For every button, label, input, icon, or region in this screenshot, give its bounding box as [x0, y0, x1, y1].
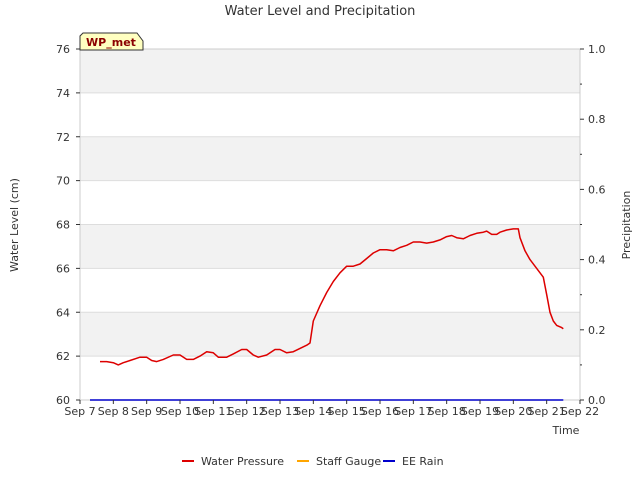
legend-label: Staff Gauge	[316, 455, 381, 468]
grid-band	[80, 312, 580, 357]
right-axis-title: Precipitation	[620, 191, 633, 260]
right-tick-label: 0.8	[588, 113, 606, 126]
x-tick-label: Sep 17	[394, 405, 432, 418]
legend-label: Water Pressure	[201, 455, 284, 468]
left-tick-label: 68	[56, 219, 70, 232]
x-tick-label: Sep 16	[361, 405, 399, 418]
grid-band	[80, 136, 580, 181]
x-tick-label: Sep 7	[64, 405, 95, 418]
left-tick-label: 74	[56, 87, 70, 100]
left-axis-title: Water Level (cm)	[8, 178, 21, 272]
left-tick-label: 60	[56, 394, 70, 407]
left-tick-label: 62	[56, 350, 70, 363]
x-tick-label: Sep 15	[328, 405, 366, 418]
left-tick-label: 66	[56, 262, 70, 275]
x-tick-label: Sep 11	[194, 405, 232, 418]
x-tick-label: Sep 8	[98, 405, 129, 418]
left-tick-label: 72	[56, 131, 70, 144]
x-tick-label: Sep 10	[161, 405, 199, 418]
grid-bands	[80, 49, 580, 400]
right-tick-label: 1.0	[588, 43, 606, 56]
legend: Water Pressure Staff Gauge EE Rain	[182, 455, 444, 468]
grid-band	[80, 268, 580, 313]
x-tick-label: Sep 14	[294, 405, 332, 418]
right-axis-ticks: 0.0 0.2 0.4 0.6 0.8 1.0	[580, 43, 606, 407]
left-axis-ticks: 60 62 64 66 68 70 72 74 76	[56, 43, 80, 407]
x-tick-label: Sep 22	[561, 405, 599, 418]
grid-band	[80, 92, 580, 137]
series-layer	[90, 228, 564, 401]
x-tick-label: Sep 12	[228, 405, 266, 418]
x-tick-label: Sep 18	[428, 405, 466, 418]
left-tick-label: 70	[56, 175, 70, 188]
right-tick-label: 0.2	[588, 324, 606, 337]
series-line-water-pressure	[100, 228, 564, 366]
x-tick-label: Sep 19	[461, 405, 499, 418]
grid-band	[80, 49, 580, 93]
site-badge-shape	[79, 32, 144, 51]
x-tick-label: Sep 21	[528, 405, 566, 418]
site-badge-label: WP_met	[86, 36, 136, 49]
left-tick-label: 76	[56, 43, 70, 56]
right-tick-label: 0.4	[588, 254, 606, 267]
legend-label: EE Rain	[402, 455, 444, 468]
left-tick-label: 64	[56, 306, 70, 319]
grid-band	[80, 180, 580, 225]
right-tick-label: 0.6	[588, 183, 606, 196]
grid-band	[80, 356, 580, 400]
x-tick-label: Sep 9	[131, 405, 162, 418]
chart-title: Water Level and Precipitation	[225, 4, 416, 19]
grid-band	[80, 224, 580, 269]
site-badge: WP_met	[79, 32, 144, 51]
x-tick-label: Sep 20	[494, 405, 532, 418]
x-axis-title: Time	[552, 424, 580, 437]
x-tick-label: Sep 13	[261, 405, 299, 418]
right-tick-label: 0.0	[588, 394, 606, 407]
